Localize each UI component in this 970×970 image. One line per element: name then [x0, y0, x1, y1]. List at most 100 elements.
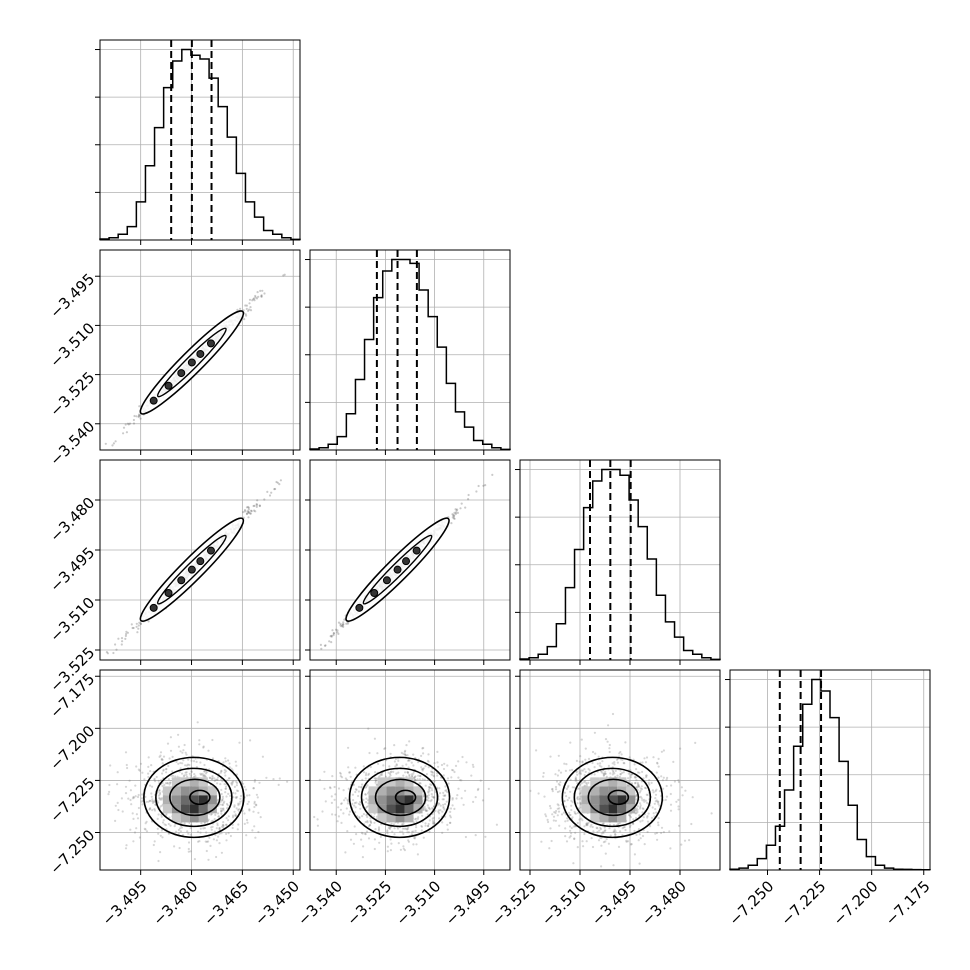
y-tick-label: −3.495	[46, 270, 98, 322]
sample-point	[216, 824, 219, 827]
sample-point	[167, 822, 170, 826]
sample-point	[448, 821, 452, 824]
sample-point	[234, 813, 237, 816]
sample-point	[161, 836, 164, 839]
sample-point	[657, 817, 660, 820]
sample-point	[441, 798, 444, 801]
sample-point	[364, 777, 367, 780]
sample-point	[214, 778, 217, 782]
sample-point	[591, 845, 595, 849]
sample-point	[162, 755, 166, 758]
sample-point	[414, 779, 417, 782]
sample-point	[174, 775, 177, 778]
sample-point	[138, 413, 141, 416]
sample-point	[157, 779, 160, 783]
sample-point	[111, 444, 114, 447]
sample-point	[550, 839, 553, 843]
sample-point	[217, 815, 220, 818]
sample-point	[428, 789, 431, 793]
sample-point	[109, 764, 112, 767]
sample-point	[237, 808, 240, 812]
sample-point	[415, 817, 418, 820]
sample-point	[151, 798, 154, 801]
sample-point	[421, 747, 424, 750]
sample-point	[151, 801, 154, 805]
sample-point	[357, 790, 360, 793]
sample-point	[394, 757, 397, 761]
density-cell	[198, 777, 208, 787]
sample-point	[359, 803, 362, 806]
sample-point	[247, 505, 250, 509]
sample-point	[419, 782, 422, 785]
sample-point	[330, 795, 333, 798]
sample-point	[168, 816, 171, 819]
sample-point	[443, 808, 446, 811]
sample-point	[188, 772, 191, 775]
sample-point	[665, 778, 668, 781]
sample-point	[353, 825, 356, 828]
sample-point	[405, 763, 408, 766]
sample-point	[221, 797, 224, 800]
sample-point	[122, 432, 125, 435]
sample-point	[393, 760, 396, 763]
sample-point	[256, 796, 259, 799]
sample-point	[431, 789, 434, 792]
sample-point	[263, 498, 266, 501]
sample-point	[428, 786, 432, 789]
sample-point	[424, 822, 427, 825]
sample-point	[166, 782, 169, 785]
sample-point	[449, 810, 452, 814]
sample-point	[415, 820, 418, 823]
sample-point	[373, 838, 376, 841]
sample-point	[124, 637, 127, 641]
sample-point	[665, 795, 669, 798]
density-cell	[198, 804, 208, 814]
sample-point	[222, 826, 225, 829]
sample-point	[599, 762, 602, 765]
sample-point	[179, 827, 182, 830]
sample-point	[220, 778, 223, 781]
sample-point	[655, 811, 658, 814]
sample-point	[590, 837, 593, 840]
sample-point	[430, 793, 433, 796]
density-cell	[189, 795, 199, 805]
sample-point	[607, 764, 611, 768]
sample-point	[359, 807, 362, 810]
sample-point	[630, 843, 633, 846]
sample-point	[331, 775, 334, 778]
sample-point	[159, 797, 162, 800]
sample-point	[155, 775, 158, 779]
sample-point	[134, 795, 137, 798]
sample-point	[549, 755, 552, 758]
sample-point	[130, 803, 133, 806]
sample-point	[557, 804, 560, 807]
sample-point	[446, 823, 449, 827]
sample-point	[461, 755, 464, 759]
sample-point	[247, 508, 250, 511]
sample-point	[591, 761, 594, 765]
sample-point	[427, 822, 430, 826]
sample-point	[617, 845, 621, 849]
sample-point	[637, 839, 640, 842]
sample-point	[628, 825, 632, 829]
sample-point	[252, 810, 255, 813]
sample-point	[220, 788, 223, 792]
sample-point	[116, 801, 119, 805]
sample-point	[555, 788, 558, 791]
sample-point	[459, 779, 462, 782]
sample-point	[165, 767, 168, 771]
sample-point	[348, 771, 351, 774]
sample-point	[217, 815, 220, 818]
sample-point	[243, 510, 247, 513]
sample-point	[397, 759, 400, 763]
sample-point	[452, 515, 456, 518]
sample-point	[345, 622, 348, 625]
density-core	[382, 576, 391, 585]
y-tick-label: −3.540	[46, 417, 98, 469]
sample-point	[427, 794, 430, 797]
sample-point	[421, 768, 425, 771]
sample-point	[180, 822, 183, 825]
sample-point	[646, 820, 650, 823]
sample-point	[228, 762, 231, 765]
